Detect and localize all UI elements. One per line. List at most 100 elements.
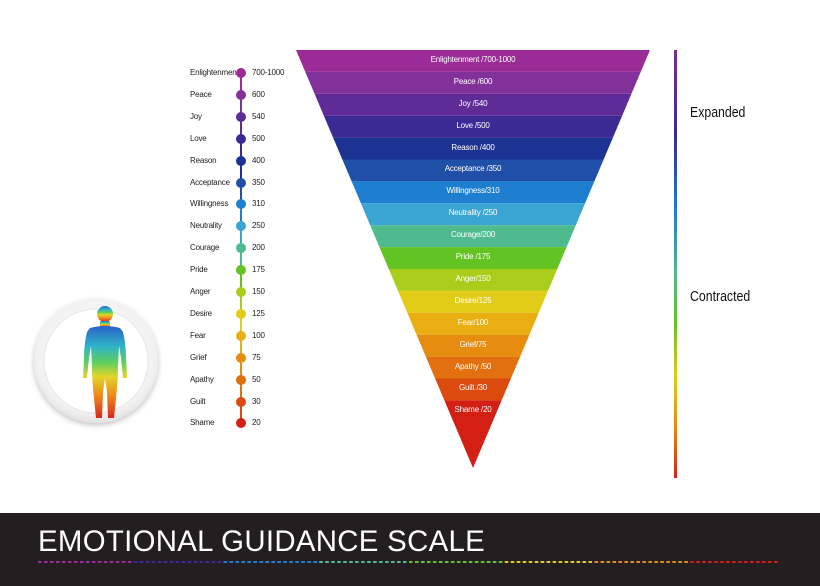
stripe-dash [331, 561, 335, 563]
stripe-dash [151, 561, 156, 563]
stripe-dash [235, 561, 240, 563]
stripe-dash [85, 561, 90, 563]
pyramid-band-label: Courage/200 [450, 230, 496, 240]
pyramid-band [435, 378, 511, 401]
stripe-dash [265, 561, 269, 563]
stripe-dash [271, 561, 275, 563]
scale-dot-icon [236, 177, 246, 188]
stripe-dash [38, 561, 42, 563]
scale-item-value: 100 [252, 330, 265, 340]
pyramid-band-label: Anger/150 [455, 273, 491, 283]
stripe-dash [732, 561, 736, 563]
scale-item-value: 600 [252, 89, 265, 99]
stripe-dash [247, 561, 251, 563]
stripe-dash [205, 561, 210, 563]
human-figure-badge [34, 299, 158, 423]
stripe-dash [468, 561, 473, 563]
stripe-dash [289, 561, 293, 563]
stripe-dash [540, 561, 545, 563]
pyramid-band [296, 50, 650, 72]
stripe-dash [343, 561, 347, 563]
pyramid-band [425, 356, 521, 379]
scale-dot-icon [236, 68, 246, 78]
stripe-dash [678, 561, 682, 563]
stripe-dash [708, 561, 712, 563]
scale-dot-icon [236, 111, 246, 122]
stripe-dash [115, 561, 120, 563]
stripe-dash [175, 561, 180, 563]
stripe-dash [56, 561, 60, 563]
stripe-dash [612, 561, 617, 563]
stripe-dash [391, 561, 395, 563]
pyramid-band-label: Enlightenment /700-1000 [430, 54, 516, 64]
scale-dot-icon [236, 221, 246, 232]
stripe-dash [295, 561, 299, 563]
stripe-dash [582, 561, 587, 563]
scale-connector [240, 313, 242, 336]
stripe-dash [427, 561, 431, 563]
expanded-label: Expanded [690, 104, 746, 121]
stripe-dash [79, 561, 84, 563]
scale-connector [240, 94, 242, 117]
scale-connector [240, 138, 242, 161]
stripe-dash [169, 561, 174, 563]
pyramid-band [398, 290, 548, 313]
stripe-dash [534, 561, 539, 563]
stripe-dash [462, 561, 467, 563]
stripe-dash [594, 561, 599, 563]
stripe-dash [385, 561, 389, 563]
pyramid-band-label: Joy /540 [458, 98, 488, 108]
scale-dot-icon [236, 308, 246, 319]
scale-item-label: Reason [190, 155, 217, 165]
scale-connector [240, 357, 242, 380]
pyramid-band [407, 312, 539, 335]
stripe-dash [217, 561, 222, 563]
scale-item-value: 30 [252, 396, 261, 406]
stripe-dash [576, 561, 581, 563]
scale-dot-icon [236, 265, 246, 276]
stripe-dash [277, 561, 281, 563]
stripe-dash [229, 561, 234, 563]
stripe-dash [492, 561, 497, 563]
scale-item-label: Willingness [190, 199, 229, 209]
stripe-dash [690, 561, 694, 563]
stripe-dash [145, 561, 150, 563]
stripe-dash [367, 561, 371, 563]
stripe-dash [438, 561, 443, 563]
stripe-dash [630, 561, 634, 563]
scale-item-value: 540 [252, 111, 265, 121]
stripe-dash [409, 561, 413, 563]
scale-item-label: Grief [190, 352, 207, 362]
pyramid-band [370, 225, 576, 248]
inverted-pyramid [296, 50, 650, 468]
stripe-dash [283, 561, 287, 563]
stripe-dash [403, 561, 407, 563]
stripe-dash [199, 561, 204, 563]
scale-item-label: Joy [190, 111, 202, 121]
pyramid-band [351, 181, 595, 204]
scale-dot-icon [236, 374, 246, 385]
stripe-dash [61, 561, 66, 563]
scale-item-value: 310 [252, 199, 265, 209]
stripe-dash [510, 561, 515, 563]
stripe-dash [109, 561, 114, 563]
stripe-dash [456, 561, 461, 563]
stripe-dash [552, 561, 557, 563]
stripe-dash [127, 561, 132, 563]
pyramid-band [323, 115, 623, 138]
scale-item-value: 500 [252, 133, 265, 143]
scale-item-label: Desire [190, 308, 212, 318]
scale-connector [240, 401, 242, 424]
scale-item-label: Acceptance [190, 177, 230, 187]
stripe-dash [355, 561, 359, 563]
pyramid-band-label: Grief/75 [459, 339, 487, 349]
stripe-dash [642, 561, 646, 563]
stripe-dash [313, 561, 317, 563]
pyramid-band [416, 334, 530, 357]
stripe-dash [720, 561, 724, 563]
stripe-dash [474, 561, 479, 563]
stripe-dash [373, 561, 377, 563]
scale-connector [240, 204, 242, 227]
footer-bar [0, 513, 820, 586]
